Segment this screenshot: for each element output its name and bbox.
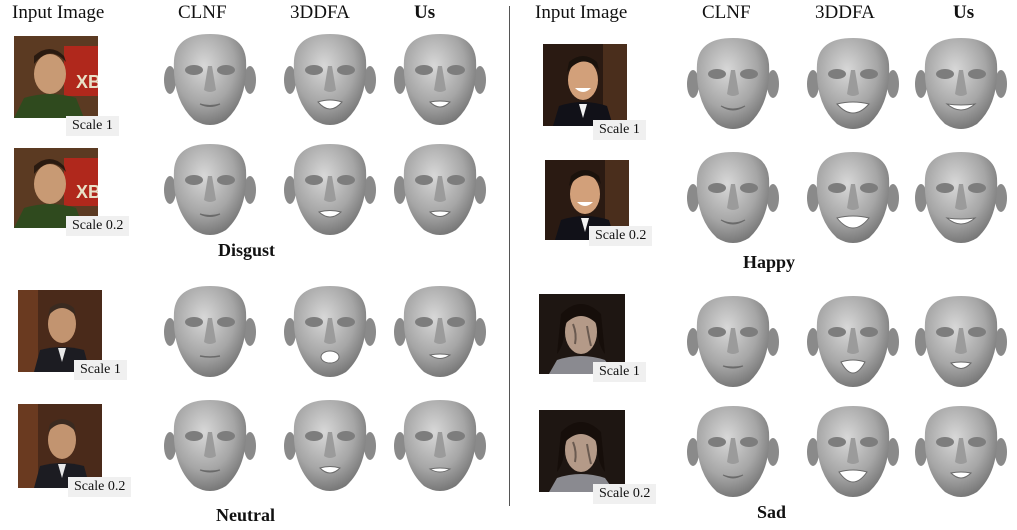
- face-mesh-disgust-s1-clnf: [162, 30, 258, 130]
- face-mesh-disgust-s02-3ddfa: [282, 140, 378, 240]
- face-mesh-happy-s1-us: [913, 34, 1009, 134]
- panel-divider: [509, 6, 510, 506]
- input-photo-sad-scale-0-2: [539, 410, 625, 492]
- scale-label-disgust-1: Scale 1: [66, 116, 119, 136]
- header-3ddfa: 3DDFA: [815, 2, 875, 23]
- expression-label-neutral: Neutral: [216, 505, 275, 525]
- left-panel: Input Image CLNF 3DDFA Us XB Scale 1 XB …: [0, 0, 508, 530]
- face-mesh-disgust-s02-clnf: [162, 140, 258, 240]
- header-input-image: Input Image: [12, 2, 105, 23]
- header-clnf: CLNF: [702, 2, 751, 23]
- face-mesh-disgust-s1-us: [392, 30, 488, 130]
- input-photo-sad-scale-1: [539, 294, 625, 374]
- expression-label-disgust: Disgust: [218, 240, 276, 260]
- face-mesh-neutral-s02-3ddfa: [282, 396, 378, 496]
- face-mesh-sad-s1-us: [913, 292, 1009, 392]
- face-mesh-sad-s02-us: [913, 402, 1009, 502]
- face-mesh-sad-s02-clnf: [685, 402, 781, 502]
- face-mesh-disgust-s1-3ddfa: [282, 30, 378, 130]
- face-mesh-disgust-s02-us: [392, 140, 488, 240]
- header-us: Us: [414, 2, 436, 23]
- scale-label-happy-1: Scale 1: [593, 120, 646, 140]
- face-mesh-happy-s02-us: [913, 148, 1009, 248]
- right-panel: Input Image CLNF 3DDFA Us Scale 1 Scale …: [509, 0, 1017, 530]
- face-mesh-sad-s1-3ddfa: [805, 292, 901, 392]
- expression-label-happy: Happy: [743, 252, 796, 272]
- scale-label-neutral-0-2: Scale 0.2: [68, 477, 132, 497]
- header-us: Us: [953, 2, 975, 23]
- face-mesh-happy-s1-3ddfa: [805, 34, 901, 134]
- face-mesh-happy-s02-clnf: [685, 148, 781, 248]
- face-mesh-neutral-s02-clnf: [162, 396, 258, 496]
- face-mesh-sad-s1-clnf: [685, 292, 781, 392]
- face-mesh-happy-s02-3ddfa: [805, 148, 901, 248]
- scale-label-sad-0-2: Scale 0.2: [593, 484, 657, 504]
- scale-label-sad-1: Scale 1: [593, 362, 646, 382]
- header-clnf: CLNF: [178, 2, 227, 23]
- svg-text:XB: XB: [76, 182, 98, 202]
- face-mesh-neutral-s1-3ddfa: [282, 282, 378, 382]
- face-mesh-neutral-s02-us: [392, 396, 488, 496]
- header-3ddfa: 3DDFA: [290, 2, 350, 23]
- input-photo-disgust-scale-1: XB: [14, 36, 98, 118]
- input-photo-disgust-scale-0-2: XB: [14, 148, 98, 228]
- scale-label-happy-0-2: Scale 0.2: [589, 226, 653, 246]
- scale-label-disgust-0-2: Scale 0.2: [66, 216, 130, 236]
- face-mesh-neutral-s1-us: [392, 282, 488, 382]
- input-photo-neutral-scale-1: [18, 290, 102, 372]
- input-photo-neutral-scale-0-2: [18, 404, 102, 488]
- face-mesh-happy-s1-clnf: [685, 34, 781, 134]
- svg-text:XB: XB: [76, 72, 98, 92]
- scale-label-neutral-1: Scale 1: [74, 360, 127, 380]
- header-input-image: Input Image: [535, 2, 628, 23]
- face-mesh-sad-s02-3ddfa: [805, 402, 901, 502]
- input-photo-happy-scale-1: [543, 44, 627, 126]
- expression-label-sad: Sad: [757, 502, 787, 522]
- face-mesh-neutral-s1-clnf: [162, 282, 258, 382]
